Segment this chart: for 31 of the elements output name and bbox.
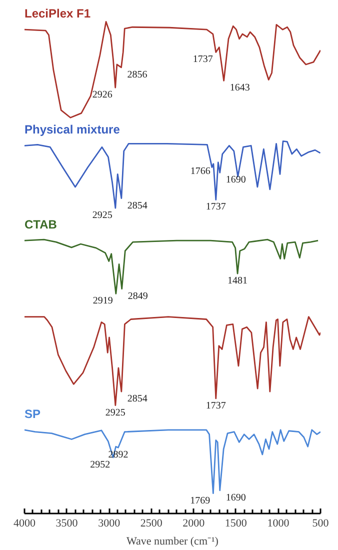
annotation: 1766 [190,166,210,177]
series-label: SP [24,406,41,421]
annotation: 2856 [127,69,148,80]
annotation: 2925 [92,210,112,222]
x-tick-label: 500 [312,518,330,530]
annotation: 2854 [127,200,148,212]
annotation: 1737 [206,202,226,213]
annotation: 2919 [92,296,113,307]
annotation: 1481 [228,276,248,287]
annotation: 2926 [92,90,112,101]
series-label: LeciPlex F1 [24,6,91,21]
annotation: 2952 [90,459,110,470]
annotation: 1737 [192,54,213,66]
x-tick-label: 1500 [224,518,248,530]
x-tick-label: 4000 [14,518,36,530]
x-tick-label: 1000 [267,518,290,530]
x-tick-label: 3500 [56,518,78,530]
series-label: Physical mixture [24,122,120,137]
x-axis-title: Wave number (cm⁻¹) [126,536,219,548]
x-tick-label: 3000 [98,518,121,530]
x-tick-label: 2500 [140,518,163,530]
annotation: 2854 [127,394,148,405]
annotation: 2925 [105,407,126,418]
annotation: 1690 [226,174,246,186]
annotation: 1737 [206,400,226,412]
x-tick-label: 2000 [182,518,206,530]
annotation: 1769 [190,495,210,506]
series-label: CTAB [24,218,58,232]
annotation: 1643 [230,82,250,94]
annotation: 1690 [226,492,246,504]
annotation: 2849 [128,290,148,302]
